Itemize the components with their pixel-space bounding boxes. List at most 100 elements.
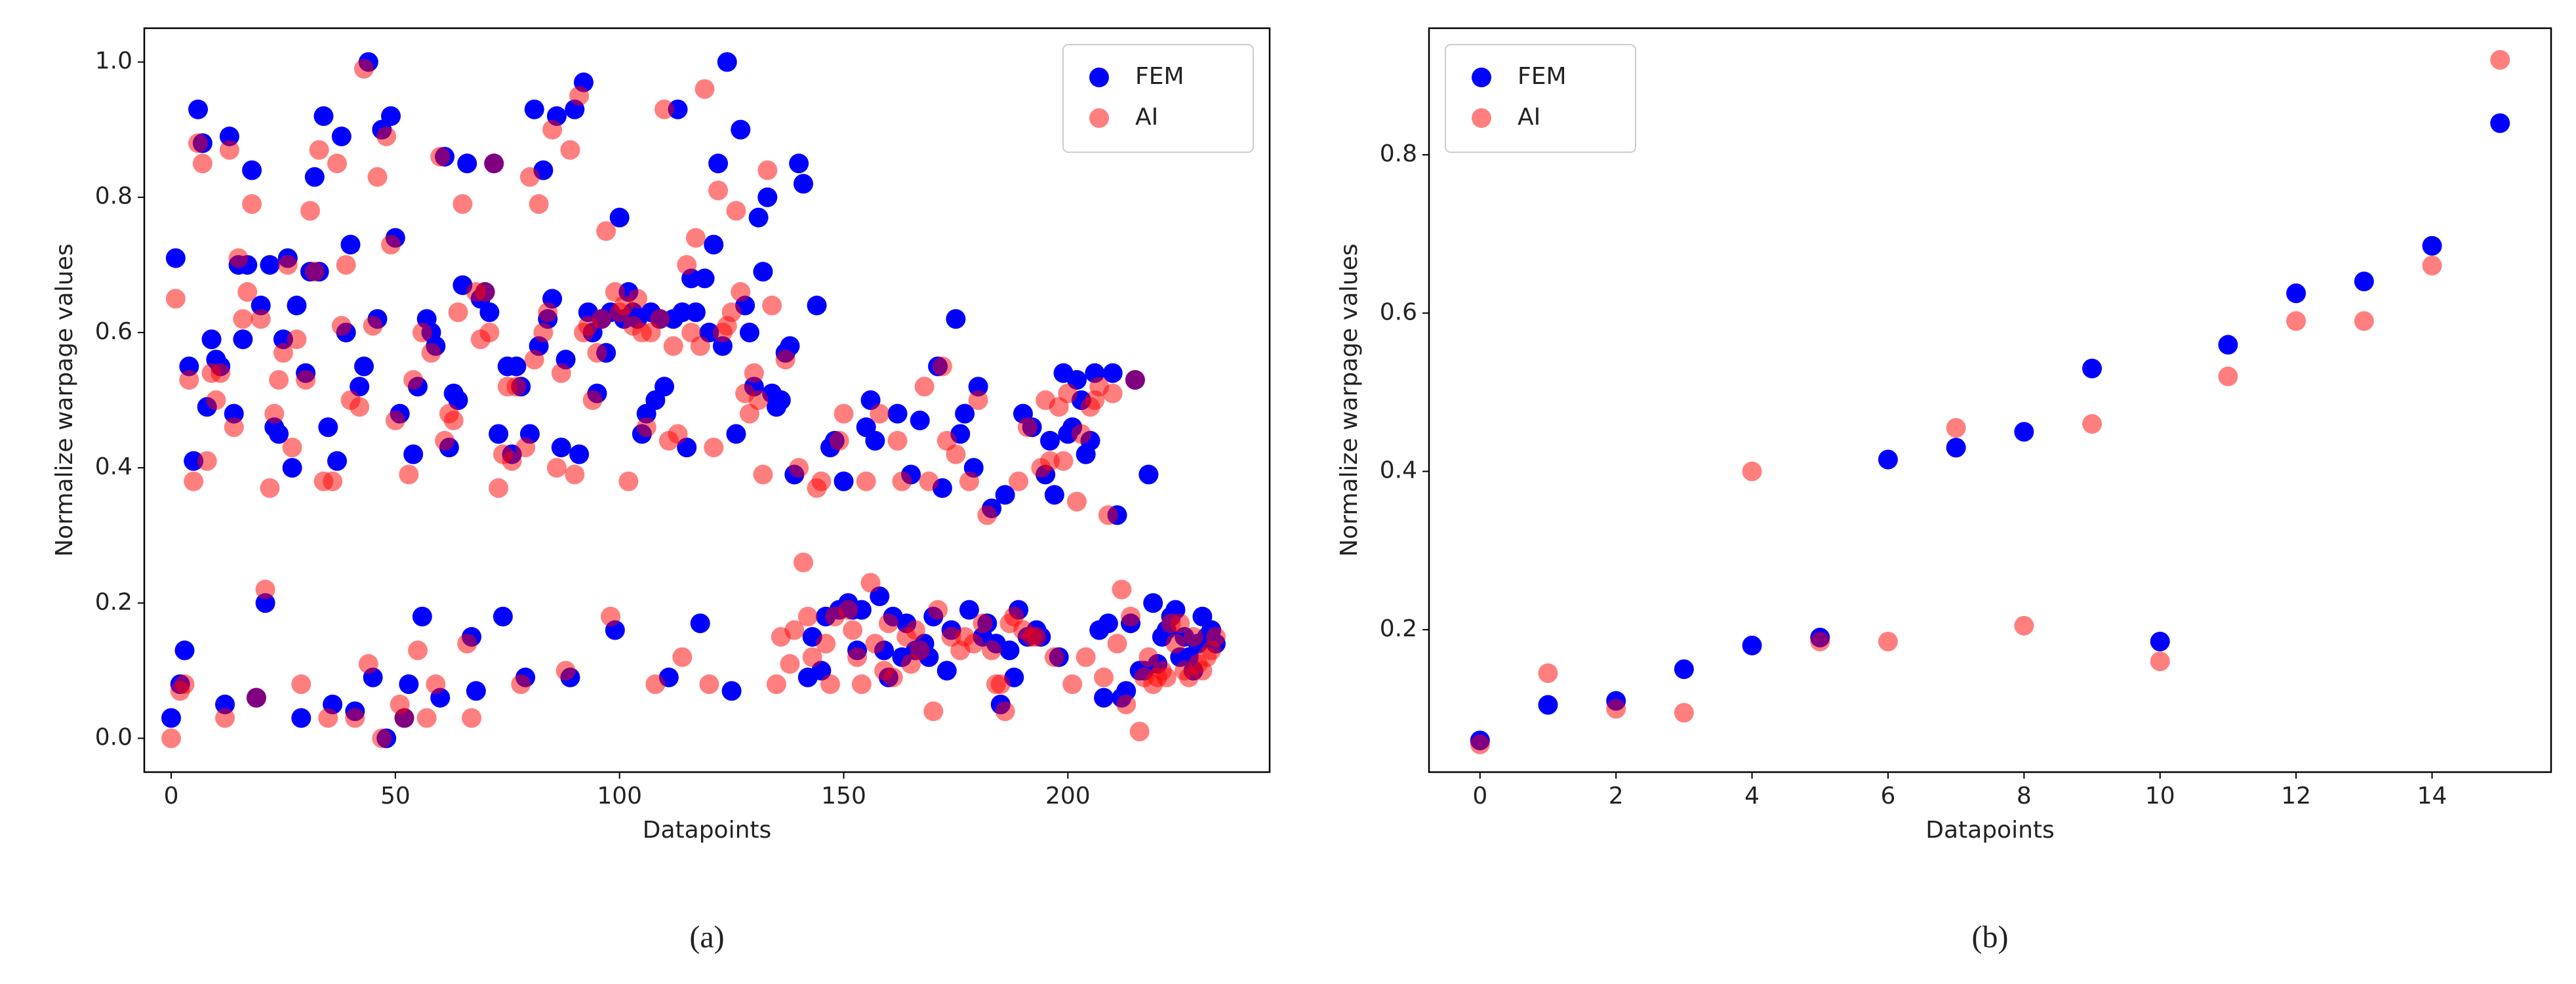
point	[453, 194, 473, 215]
point	[999, 640, 1020, 661]
point	[331, 126, 352, 146]
legend-label: FEM	[1135, 63, 1184, 90]
point	[878, 613, 898, 634]
y-axis-label: Normalize warpage values	[1336, 243, 1363, 557]
point	[318, 417, 338, 438]
point	[1116, 681, 1137, 701]
point	[592, 309, 612, 329]
caption: (a)	[689, 920, 724, 954]
point	[968, 390, 988, 410]
legend-label: FEM	[1518, 63, 1567, 90]
point	[560, 140, 580, 160]
point	[834, 471, 854, 491]
point	[457, 634, 477, 654]
x-tick-label: 8	[2017, 783, 2032, 810]
point	[282, 438, 302, 458]
point	[973, 613, 993, 634]
point	[1040, 430, 1060, 451]
point	[2354, 272, 2374, 292]
point	[484, 154, 504, 174]
point	[215, 708, 235, 728]
point	[704, 234, 724, 255]
point	[412, 322, 432, 342]
point	[493, 606, 513, 626]
point	[224, 417, 244, 438]
point	[2082, 358, 2103, 379]
point	[672, 302, 693, 322]
y-tick-label: 0.6	[1380, 298, 1417, 325]
point	[731, 282, 751, 302]
point	[1044, 485, 1064, 505]
x-axis-label: Datapoints	[1925, 817, 2055, 844]
point	[215, 694, 235, 714]
point	[919, 471, 939, 491]
y-tick-label: 0.6	[95, 318, 132, 345]
x-tick-label: 200	[1045, 783, 1091, 810]
point	[685, 228, 706, 248]
point	[636, 417, 656, 438]
point	[408, 640, 428, 661]
point	[242, 194, 262, 215]
x-tick-label: 0	[164, 783, 179, 810]
legend-marker	[1472, 68, 1491, 87]
point	[551, 363, 571, 383]
point	[192, 154, 212, 174]
point	[910, 640, 930, 661]
point	[546, 458, 567, 478]
point	[1026, 626, 1047, 647]
axes-frame	[143, 27, 1271, 773]
point	[1102, 363, 1123, 383]
point	[1138, 464, 1159, 485]
point	[717, 52, 737, 72]
point	[237, 282, 258, 302]
x-tick-label: 0	[1472, 783, 1487, 810]
point	[923, 701, 944, 722]
point	[1946, 438, 1966, 458]
point	[2014, 615, 2034, 636]
point	[479, 322, 500, 342]
point	[1125, 370, 1145, 390]
y-tick-label: 0.8	[95, 183, 132, 210]
legend-box	[1445, 44, 1636, 153]
point	[2490, 113, 2510, 133]
point	[1878, 631, 1898, 651]
legend-box	[1062, 44, 1254, 153]
point	[466, 681, 486, 701]
point	[582, 390, 603, 410]
point	[502, 451, 522, 471]
y-axis-label: Normalize warpage values	[51, 243, 78, 557]
point	[542, 119, 563, 140]
point	[524, 99, 544, 119]
point	[179, 356, 199, 377]
y-tick-label: 0.2	[95, 588, 132, 615]
point	[694, 79, 715, 99]
point	[197, 451, 217, 471]
point	[165, 289, 186, 309]
point	[1143, 593, 1163, 613]
point	[721, 681, 742, 701]
point	[690, 336, 710, 356]
point	[672, 647, 693, 667]
point	[654, 377, 675, 397]
x-tick-label: 12	[2281, 783, 2311, 810]
point	[834, 403, 854, 424]
point	[721, 302, 742, 322]
point	[2218, 366, 2238, 386]
point	[1742, 635, 1762, 655]
point	[515, 438, 536, 458]
point	[1062, 674, 1083, 694]
point	[327, 154, 347, 174]
point	[982, 640, 1002, 661]
point	[1470, 734, 1490, 754]
point	[524, 350, 544, 370]
point	[2286, 283, 2306, 304]
point	[403, 444, 424, 464]
point	[618, 471, 639, 491]
x-tick-label: 50	[380, 783, 411, 810]
point	[789, 458, 809, 478]
point	[789, 154, 809, 174]
x-tick-label: 2	[1609, 783, 1624, 810]
point	[1170, 613, 1190, 634]
point	[304, 167, 325, 187]
